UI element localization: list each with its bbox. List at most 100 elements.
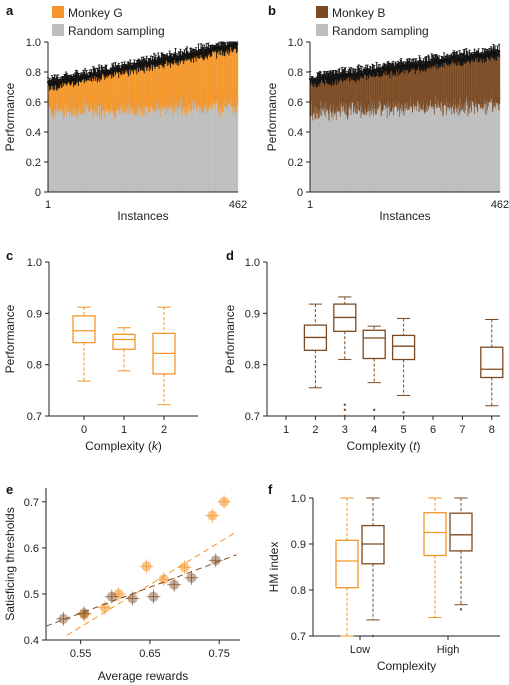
random-sampling-bar [326,104,328,192]
random-sampling-bar [370,100,372,192]
monkey-bar [92,75,94,118]
monkey-bar [119,67,120,111]
monkey-bar [465,59,467,102]
monkey-bar [314,79,316,120]
random-sampling-bar [115,103,116,192]
random-sampling-bar [154,99,156,192]
random-sampling-bar [354,100,356,192]
random-sampling-bar [121,95,122,192]
monkey-bar [351,76,353,104]
monkey-bar [487,53,489,108]
legend-swatch [52,6,64,18]
random-sampling-bar [416,98,417,192]
random-sampling-bar [59,107,61,192]
random-sampling-bar [481,94,483,192]
random-sampling-bar [425,95,427,192]
monkey-bar [180,54,182,107]
random-sampling-bar [333,107,335,192]
random-sampling-bar [377,97,379,192]
random-sampling-bar [198,96,200,192]
random-sampling-bar [133,105,135,192]
monkey-bar [184,55,186,105]
monkey-bar [173,59,174,107]
monkey-bar [230,44,232,105]
random-sampling-bar [339,103,340,192]
monkey-bar [449,60,451,107]
monkey-bar [416,64,418,111]
monkey-bar [163,60,165,103]
monkey-bar [188,57,189,111]
random-sampling-bar [75,96,76,192]
random-sampling-bar [455,92,456,192]
random-sampling-bar [421,97,422,192]
monkey-bar [155,61,157,101]
monkey-bar [58,80,59,110]
random-sampling-bar [469,94,471,192]
monkey-bars [48,43,239,121]
random-sampling-bar [334,101,335,192]
monkey-bar [400,66,402,114]
random-sampling-bar [92,102,94,192]
panel-a: a00.20.40.60.81.01 462InstancesPerformanc… [3,3,247,223]
panel-letter: f [268,482,273,497]
monkey-bar [414,67,416,107]
monkey-bar [175,56,176,111]
random-sampling-bar [218,100,220,192]
random-sampling-bar [138,100,140,192]
monkey-bar [381,72,383,110]
monkey-bar [395,66,397,106]
random-sampling-bar [198,101,200,192]
random-sampling-bar [341,95,343,192]
monkey-bars [310,51,501,121]
random-sampling-bar [236,94,238,192]
random-sampling-bar [151,103,153,192]
random-sampling-bar [338,96,340,192]
random-sampling-bar [461,92,462,192]
random-sampling-bar [178,103,179,192]
monkey-bar [375,72,377,114]
monkey-bar [108,72,110,113]
monkey-bar [65,79,67,113]
monkey-bar [431,64,432,107]
random-sampling-bar [98,95,99,192]
monkey-bar [344,73,346,114]
random-sampling-bar [65,96,66,192]
random-sampling-bar [126,96,128,192]
random-sampling-bar [126,96,128,192]
monkey-bar [150,65,152,109]
monkey-bar [109,72,111,109]
random-sampling-bar [98,102,100,192]
random-sampling-bar [379,94,381,192]
random-sampling-bar [125,99,127,192]
monkey-bar [167,59,168,109]
random-sampling-bar [187,92,189,192]
monkey-bar [64,79,66,117]
random-sampling-bar [206,100,207,192]
random-sampling-bar [354,102,356,192]
x-tick-label: Low [350,644,370,656]
monkey-bar [180,58,181,98]
monkey-bar [469,57,471,101]
monkey-bar [351,76,353,102]
random-sampling-bar [430,95,432,192]
random-sampling-bar [380,103,382,192]
random-sampling-bar [469,95,471,192]
monkey-bar [416,65,418,103]
random-sampling-bar [402,95,403,192]
random-sampling-bar [390,100,391,192]
random-sampling-bar [496,96,498,192]
monkey-bar [374,71,375,109]
random-sampling-bar [361,99,363,192]
monkey-bar [93,75,95,111]
random-sampling-bar [442,96,443,192]
outlier-point [343,414,346,418]
box [449,512,473,552]
monkey-bar [228,47,230,102]
monkey-bar [75,77,77,116]
monkey-bar [372,71,373,111]
monkey-bar [490,55,491,102]
random-sampling-bar [55,96,57,192]
random-sampling-bar [174,102,175,192]
monkey-bar [131,66,132,109]
